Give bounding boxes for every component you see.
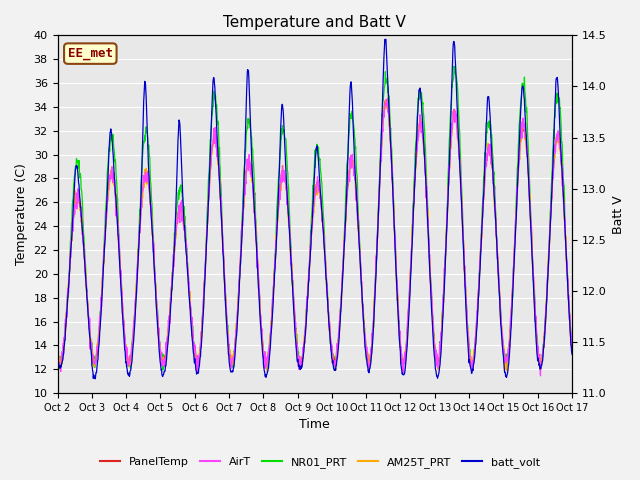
Text: EE_met: EE_met bbox=[68, 47, 113, 60]
Title: Temperature and Batt V: Temperature and Batt V bbox=[223, 15, 406, 30]
Y-axis label: Temperature (C): Temperature (C) bbox=[15, 163, 28, 265]
Legend: PanelTemp, AirT, NR01_PRT, AM25T_PRT, batt_volt: PanelTemp, AirT, NR01_PRT, AM25T_PRT, ba… bbox=[95, 452, 545, 472]
Y-axis label: Batt V: Batt V bbox=[612, 195, 625, 234]
X-axis label: Time: Time bbox=[300, 419, 330, 432]
